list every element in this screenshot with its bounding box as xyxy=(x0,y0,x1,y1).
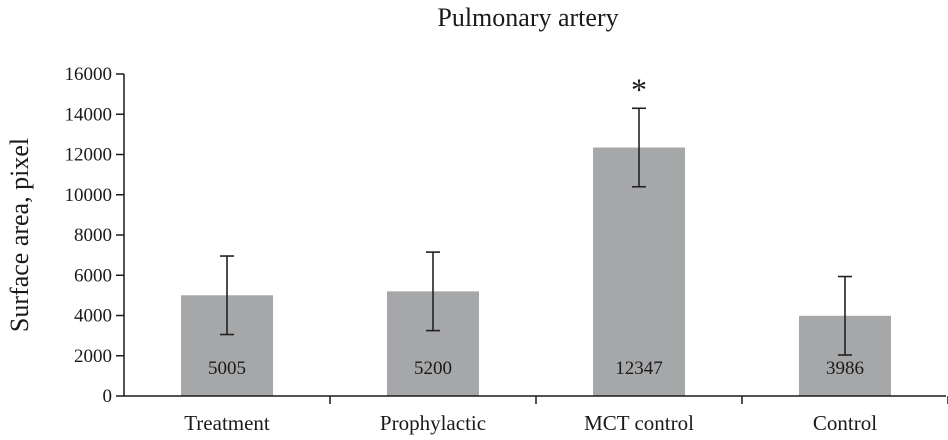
bars xyxy=(181,147,891,396)
x-axis: Treatment Prophylactic MCT control Control xyxy=(124,395,948,435)
y-tick-label: 4000 xyxy=(74,306,112,327)
error-bars xyxy=(220,107,852,356)
x-tick-label: Treatment xyxy=(184,411,270,435)
y-tick-label: 10000 xyxy=(65,185,113,206)
y-tick-label: 12000 xyxy=(65,145,113,166)
y-tick-label: 14000 xyxy=(65,104,113,125)
x-tick-label: Prophylactic xyxy=(380,411,486,435)
x-tick-label: MCT control xyxy=(584,411,694,435)
data-label: 3986 xyxy=(826,358,864,379)
x-tick-label: Control xyxy=(813,411,877,435)
y-tick-label: 2000 xyxy=(74,346,112,367)
bar-mct-control xyxy=(593,147,685,396)
data-label: 12347 xyxy=(615,358,663,379)
data-labels: 5005 5200 12347 * 3986 xyxy=(208,71,864,379)
y-axis: 0 2000 4000 6000 8000 10000 12000 14000 16000 xyxy=(65,64,125,407)
data-label: 5200 xyxy=(414,358,452,379)
y-tick-label: 8000 xyxy=(74,225,112,246)
y-tick-label: 0 xyxy=(103,386,113,407)
data-label: 5005 xyxy=(208,358,246,379)
y-tick-label: 6000 xyxy=(74,265,112,286)
chart-title: Pulmonary artery xyxy=(437,3,618,32)
significance-marker: * xyxy=(631,71,647,107)
y-tick-label: 16000 xyxy=(65,64,113,85)
y-axis-label: Surface area, pixel xyxy=(5,138,34,332)
